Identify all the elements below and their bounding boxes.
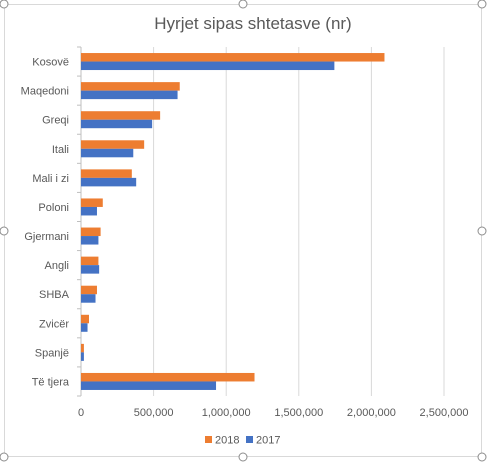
category-label: Spanjë [35,347,69,359]
bars [81,53,385,390]
bar-2017-6 [81,236,99,245]
category-label: Maqedoni [21,86,69,98]
chart-border [4,4,482,457]
resize-handle-0[interactable] [0,0,9,9]
bar-2017-2 [81,119,153,129]
x-tick-label: 2,000,000 [347,407,396,419]
bar-2018-10 [81,343,84,353]
bar-2018-0 [81,53,385,62]
bar-2017-7 [81,265,100,274]
x-tick-label: 2,500,000 [420,407,469,419]
bar-2017-4 [81,177,137,187]
category-label: Itali [52,144,69,156]
bar-2017-10 [81,352,84,361]
bar-2017-9 [81,323,88,332]
bar-2017-11 [81,381,217,390]
bar-2018-9 [81,314,89,324]
x-tick-label: 1,500,000 [274,407,323,419]
bar-2018-5 [81,198,103,207]
bar-2018-6 [81,227,101,237]
bar-2017-3 [81,148,134,158]
category-label: Të tjera [32,376,70,388]
bar-2017-0 [81,61,335,71]
resize-handle-4[interactable] [477,226,487,236]
category-label: Kosovë [32,57,69,69]
resize-handle-2[interactable] [477,0,487,9]
bar-2017-8 [81,294,96,303]
category-label: Angli [45,260,69,272]
legend-swatch-2017 [246,436,253,443]
bar-2018-8 [81,285,97,295]
resize-handle-5[interactable] [0,452,9,462]
category-label: Zvicër [39,318,69,330]
bar-2018-3 [81,140,145,149]
x-tick-label: 500,000 [134,407,174,419]
legend-swatch-2018 [205,436,212,443]
bar-2018-11 [81,372,255,382]
category-label: Greqi [42,115,69,127]
x-tick-labels: 0 500,000 1,000,000 1,500,000 2,000,000 2,500… [78,407,469,419]
resize-handle-7[interactable] [477,452,487,462]
bar-2018-7 [81,256,99,266]
bar-2018-2 [81,111,161,120]
gridlines [77,46,445,397]
legend-label: 2017 [256,435,280,447]
legend-label: 2018 [215,435,239,447]
bar-2018-1 [81,82,180,91]
x-tick-label: 1,000,000 [202,407,251,419]
resize-handle-3[interactable] [0,226,9,236]
x-tick-label: 0 [78,407,84,419]
resize-handle-6[interactable] [238,452,248,462]
category-label: Mali i zi [32,173,69,185]
category-labels: Kosovë Maqedoni Greqi Itali Mali i zi Poloni G… [21,57,70,389]
bar-2017-5 [81,206,97,216]
chart-title: Hyrjet sipas shtetasve (nr) [154,14,351,33]
bar-2017-1 [81,90,178,100]
bar-2018-4 [81,169,132,178]
category-label: Poloni [38,202,69,214]
category-label: SHBA [39,289,70,301]
resize-handle-1[interactable] [238,0,248,9]
category-label: Gjermani [24,231,69,243]
legend: 2018 2017 [205,435,280,447]
